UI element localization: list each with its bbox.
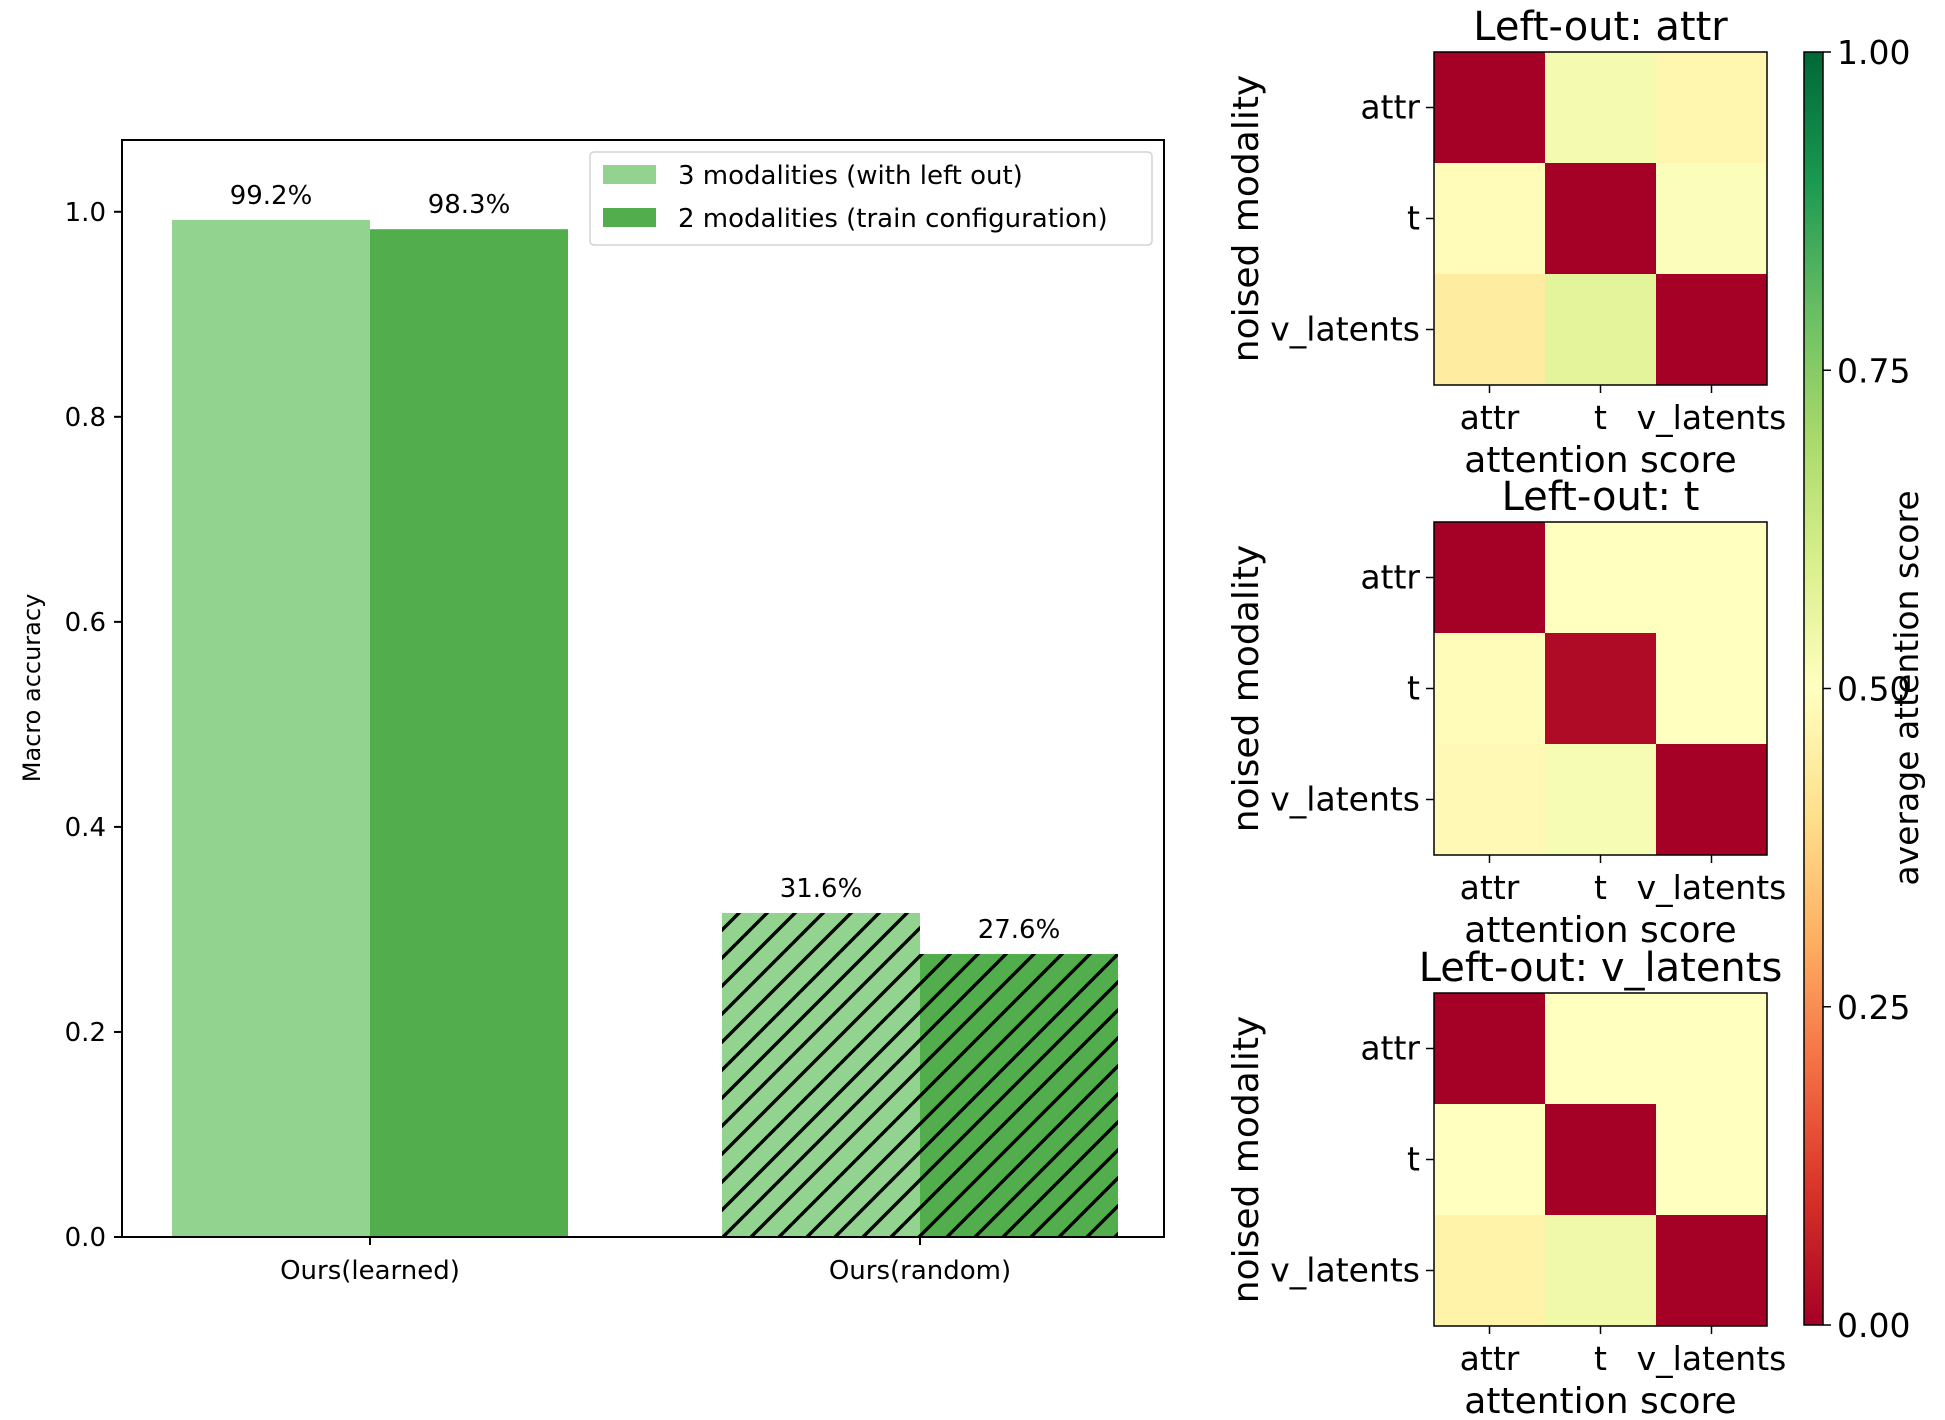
colorbar-tick-label: 0.50	[1837, 670, 1910, 709]
heatmap-x-axis-label: attention score	[1464, 1381, 1736, 1416]
bar-axes: Ours(learned) Ours(random) 0.0 0.2 0.4 0.6 0.8…	[65, 198, 1012, 1286]
heatmap-cell-attr-v_latents	[1656, 52, 1767, 163]
colorbar-tick-label: 0.00	[1837, 1306, 1910, 1345]
bar-chart: 99.2% 98.3% 31.6% 27.6% Ours(learned) Ours(r…	[18, 139, 1165, 1286]
bar-value-label: 27.6%	[978, 915, 1061, 945]
heatmap-cell-v_latents-t	[1545, 744, 1656, 855]
heatmap-cell-attr-v_latents	[1656, 522, 1767, 633]
y-tick-label: 1.0	[65, 198, 106, 228]
heatmap-y-tick-label: t	[1407, 669, 1420, 708]
heatmap-y-tick-label: t	[1407, 199, 1420, 238]
heatmap-title: Left-out: v_latents	[1419, 945, 1783, 991]
heatmap-cell-v_latents-attr	[1434, 274, 1545, 385]
heatmap-cell-t-attr	[1434, 1104, 1545, 1215]
heatmap-y-axis-label: noised modality	[1226, 75, 1267, 362]
legend: 3 modalities (with left out) 2 modalitie…	[589, 151, 1153, 246]
heatmap-cell-t-v_latents	[1656, 163, 1767, 274]
heatmap-cell-t-attr	[1434, 633, 1545, 744]
heatmap-title: Left-out: t	[1502, 474, 1700, 520]
heatmap-y-axis-label: noised modality	[1226, 545, 1267, 832]
heatmap-x-tick-label: v_latents	[1637, 868, 1787, 907]
bar-hatch-overlay	[722, 913, 920, 1237]
heatmap-title: Left-out: attr	[1473, 4, 1728, 50]
heatmap-y-axis-label: noised modality	[1226, 1016, 1267, 1303]
bar-hatch-overlay	[920, 954, 1118, 1237]
colorbar-tick-label: 0.25	[1837, 988, 1910, 1027]
heatmap-y-tick-label: v_latents	[1270, 310, 1420, 349]
heatmap-cell-v_latents-attr	[1434, 744, 1545, 855]
heatmap-cell-t-v_latents	[1656, 1104, 1767, 1215]
heatmap-cell-v_latents-t	[1545, 274, 1656, 385]
heatmap-cell-attr-attr	[1434, 993, 1545, 1104]
heatmap-cell-t-attr	[1434, 163, 1545, 274]
heatmap-x-axis-label: attention score	[1464, 910, 1736, 951]
heatmap-cell-v_latents-t	[1545, 1215, 1656, 1326]
bar-ours-learned--series-1	[172, 219, 370, 1237]
colorbar-label: average attention score	[1887, 490, 1926, 885]
y-tick-label: 0.0	[65, 1223, 106, 1253]
heatmap-x-tick-label: v_latents	[1637, 1339, 1787, 1378]
heatmap-cell-t-v_latents	[1656, 633, 1767, 744]
colorbar-gradient	[1803, 51, 1824, 1326]
heatmap-cell-v_latents-v_latents	[1656, 1215, 1767, 1326]
colorbar-tick-label: 1.00	[1837, 33, 1910, 72]
y-tick-label: 0.4	[65, 813, 106, 843]
heatmap-x-tick-label: attr	[1460, 868, 1520, 907]
bar-value-label: 31.6%	[780, 874, 863, 904]
bar-value-label: 98.3%	[428, 190, 511, 220]
heatmap-x-tick-label: v_latents	[1637, 398, 1787, 437]
x-tick-label: Ours(learned)	[280, 1256, 460, 1286]
heatmap-cell-v_latents-v_latents	[1656, 744, 1767, 855]
heatmap-y-tick-label: attr	[1360, 88, 1420, 127]
y-axis-label: Macro accuracy	[18, 594, 46, 783]
colorbar: 0.00 0.25 0.50 0.75 1.00 average attention s…	[1803, 33, 1926, 1345]
heatmap-cell-attr-attr	[1434, 52, 1545, 163]
heatmap-x-tick-label: t	[1594, 868, 1607, 907]
y-tick-label: 0.8	[65, 403, 106, 433]
heatmap-y-tick-label: v_latents	[1270, 1251, 1420, 1290]
heatmap-y-tick-label: t	[1407, 1140, 1420, 1179]
heatmap-x-tick-label: attr	[1460, 398, 1520, 437]
heatmap-cell-attr-v_latents	[1656, 993, 1767, 1104]
heatmap-x-tick-label: t	[1594, 1339, 1607, 1378]
bar-ours-learned--series-2	[370, 229, 568, 1238]
bar-value-label: 99.2%	[230, 181, 313, 211]
colorbar-tick-label: 0.75	[1837, 351, 1910, 390]
heatmap-y-tick-label: v_latents	[1270, 780, 1420, 819]
heatmap-x-tick-label: attr	[1460, 1339, 1520, 1378]
y-tick-label: 0.6	[65, 608, 106, 638]
bar-plot-frame	[121, 139, 1165, 1238]
heatmap-cell-t-t	[1545, 1104, 1656, 1215]
heatmap-cell-attr-t	[1545, 52, 1656, 163]
heatmap-y-tick-label: attr	[1360, 1029, 1420, 1068]
legend-label-3-modalities: 3 modalities (with left out)	[678, 161, 1023, 191]
legend-label-2-modalities: 2 modalities (train configuration)	[678, 204, 1108, 234]
legend-frame	[589, 151, 1153, 246]
heatmap-x-axis-label: attention score	[1464, 440, 1736, 481]
heatmap-cell-v_latents-attr	[1434, 1215, 1545, 1326]
heatmap-y-tick-label: attr	[1360, 558, 1420, 597]
legend-swatch-3-modalities	[603, 165, 656, 184]
heatmap-cell-t-t	[1545, 163, 1656, 274]
heatmap-cell-attr-t	[1545, 522, 1656, 633]
heatmap-cell-attr-t	[1545, 993, 1656, 1104]
heatmap-cell-attr-attr	[1434, 522, 1545, 633]
y-tick-label: 0.2	[65, 1018, 106, 1048]
heatmap-cell-v_latents-v_latents	[1656, 274, 1767, 385]
x-tick-label: Ours(random)	[829, 1256, 1011, 1286]
legend-swatch-2-modalities	[603, 208, 656, 227]
heatmap-cell-t-t	[1545, 633, 1656, 744]
colorbar-ticks: 0.00 0.25 0.50 0.75 1.00	[1823, 33, 1910, 1345]
heatmap-x-tick-label: t	[1594, 398, 1607, 437]
bar-marks: 99.2% 98.3% 31.6% 27.6%	[172, 181, 1118, 1238]
